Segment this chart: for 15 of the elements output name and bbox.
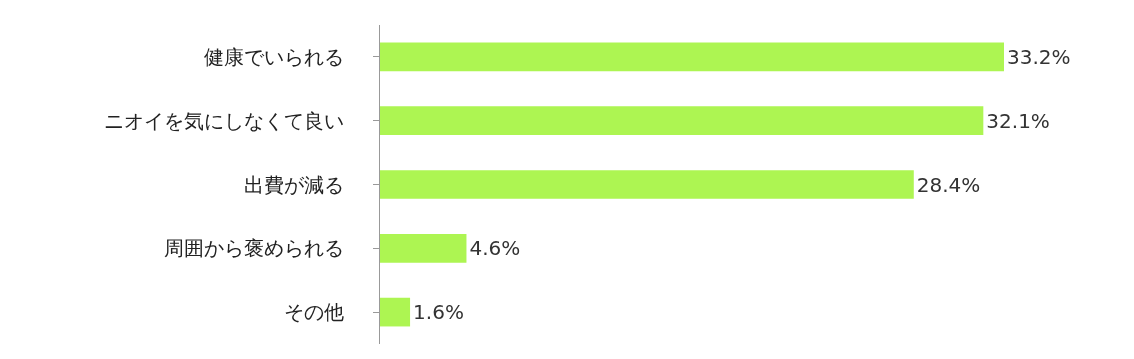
data-label: 32.1% [986, 108, 1050, 133]
data-label: 1.6% [413, 300, 464, 325]
y-tick-label: 健康でいられる [204, 44, 344, 69]
y-tick-label: 出費が減る [244, 172, 344, 197]
bar [380, 297, 411, 327]
y-tick-label: ニオイを気にしなくて良い [104, 108, 344, 133]
data-label: 28.4% [916, 172, 981, 197]
bar [380, 170, 914, 199]
bar [380, 42, 1004, 72]
data-label: 4.6% [469, 236, 521, 261]
y-tick-label: 周囲から褒められる [164, 236, 344, 261]
data-label: 33.2% [1007, 44, 1071, 69]
y-tick-label: その他 [284, 300, 344, 325]
bar [380, 106, 984, 136]
bar [380, 233, 467, 263]
